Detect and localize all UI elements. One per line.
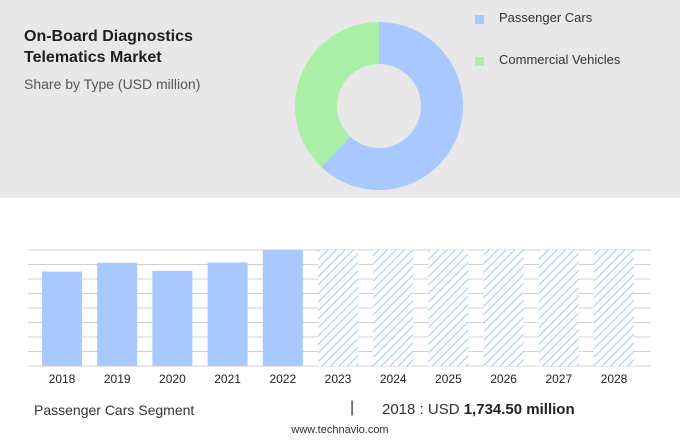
chart-subtitle: Share by Type (USD million) xyxy=(24,76,201,92)
x-tick-label-2019: 2019 xyxy=(104,372,131,386)
x-tick-label-2027: 2027 xyxy=(545,372,572,386)
title-line-1: On-Board Diagnostics xyxy=(24,28,193,45)
bar-2018 xyxy=(42,271,82,366)
x-tick-label-2020: 2020 xyxy=(159,372,186,386)
legend-label-passenger-cars: Passenger Cars xyxy=(499,10,593,25)
x-tick-label-2028: 2028 xyxy=(601,372,628,386)
x-tick-label-2024: 2024 xyxy=(380,372,407,386)
bar-2019 xyxy=(97,262,138,366)
legend-swatch-passenger-cars xyxy=(475,15,484,24)
x-tick-label-2022: 2022 xyxy=(269,372,296,386)
segment-value-prefix: 2018 : USD xyxy=(382,401,460,418)
forecast-bar-2023 xyxy=(318,250,358,366)
donut-slice-commercial-vehicles xyxy=(295,22,379,168)
segment-value-amount: 1,734.50 million xyxy=(463,401,575,418)
bar-2022 xyxy=(262,250,303,366)
legend-label-commercial-vehicles: Commercial Vehicles xyxy=(499,52,621,67)
donut-slice-passenger-cars xyxy=(321,22,463,191)
x-tick-label-2026: 2026 xyxy=(490,372,517,386)
x-tick-label-2018: 2018 xyxy=(49,372,76,386)
bar-2021 xyxy=(207,262,248,366)
legend-swatch-commercial-vehicles xyxy=(475,57,484,66)
footer-divider: | xyxy=(350,399,355,416)
forecast-bar-2027 xyxy=(538,250,579,366)
x-tick-label-2021: 2021 xyxy=(214,372,241,386)
forecast-bar-2028 xyxy=(594,250,634,366)
forecast-bar-2026 xyxy=(483,250,524,366)
source-url: www.technavio.com xyxy=(291,424,389,436)
x-tick-label-2025: 2025 xyxy=(435,372,462,386)
forecast-bar-2025 xyxy=(428,250,469,366)
bar-2020 xyxy=(152,270,193,366)
segment-label: Passenger Cars Segment xyxy=(34,402,195,418)
x-tick-label-2023: 2023 xyxy=(325,372,352,386)
bar-chart: 2018 2019 2020 2021 2022 2023 2024 2025 2026 2027… xyxy=(28,249,651,386)
donut-chart xyxy=(295,22,463,191)
chart-title: On-Board Diagnostics Telematics Market xyxy=(24,26,264,68)
segment-value: 2018 : USD 1,734.50 million xyxy=(382,401,575,418)
title-line-2: Telematics Market xyxy=(24,49,162,66)
forecast-bar-2024 xyxy=(373,250,414,366)
